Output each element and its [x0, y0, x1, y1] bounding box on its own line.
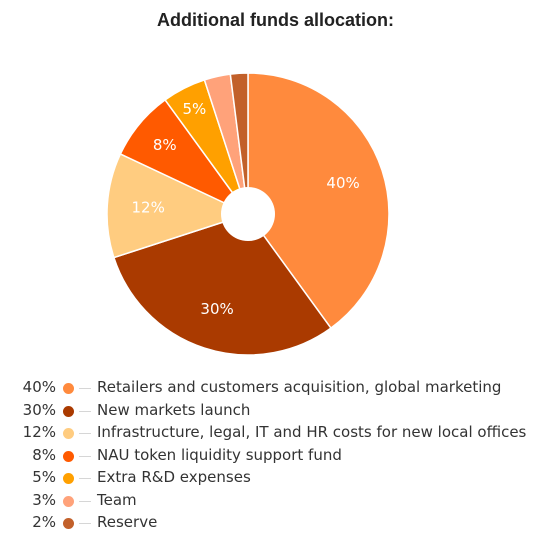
legend-value: 2%	[32, 513, 56, 531]
legend-item: 8% NAU token liquidity support fund	[0, 444, 551, 467]
legend-connector	[79, 455, 91, 457]
legend-value: 5%	[32, 468, 56, 486]
legend-connector	[79, 500, 91, 502]
legend-swatch	[63, 383, 74, 394]
donut-hole	[221, 187, 275, 241]
legend-label: Retailers and customers acquisition, glo…	[97, 378, 502, 396]
legend-item: 30% New markets launch	[0, 399, 551, 422]
legend-value: 30%	[22, 400, 56, 419]
legend-connector	[79, 478, 91, 479]
legend-value: 8%	[32, 445, 56, 464]
pie-chart: 40% 30% 12% 8% 5%	[106, 72, 390, 356]
legend-item: 12% Infrastructure, legal, IT and HR cost…	[0, 421, 551, 444]
pie-slice	[247, 72, 390, 330]
legend-label: New markets launch	[97, 400, 251, 419]
chart-title: Additional funds allocation:	[157, 10, 394, 30]
legend-item: 5% Extra R&D expenses	[0, 466, 551, 489]
legend-swatch	[63, 473, 74, 484]
slice-value-label: 12%	[132, 199, 165, 217]
legend-item: 2% Reserve	[0, 511, 551, 534]
slice-value-label: 8%	[153, 136, 177, 154]
slice-value-label: 5%	[183, 100, 207, 118]
legend-swatch	[63, 495, 74, 507]
legend-item: 3% Team	[0, 489, 551, 512]
legend-value: 12%	[22, 423, 56, 441]
pie-slice	[106, 152, 251, 259]
pie-slice	[229, 72, 249, 215]
legend-item: 40% Retailers and customers acquisition, …	[0, 376, 551, 399]
legend-connector	[79, 433, 91, 434]
legend-value: 3%	[32, 490, 56, 509]
legend-connector	[79, 388, 91, 389]
legend-swatch	[63, 405, 74, 417]
legend-swatch	[63, 450, 74, 462]
legend-label: Extra R&D expenses	[97, 468, 251, 486]
legend-swatch	[63, 428, 74, 439]
legend-label: Team	[97, 490, 137, 509]
chart-legend: 40% Retailers and customers acquisition, …	[0, 376, 551, 534]
legend-swatch	[63, 518, 74, 529]
pie-slice	[112, 213, 332, 356]
legend-label: Infrastructure, legal, IT and HR costs f…	[97, 423, 527, 441]
legend-connector	[79, 410, 91, 412]
legend-value: 40%	[22, 378, 56, 396]
legend-connector	[79, 523, 91, 524]
legend-label: NAU token liquidity support fund	[97, 445, 342, 464]
slice-value-label: 30%	[200, 300, 233, 318]
legend-label: Reserve	[97, 513, 158, 531]
slice-value-label: 40%	[326, 174, 359, 192]
